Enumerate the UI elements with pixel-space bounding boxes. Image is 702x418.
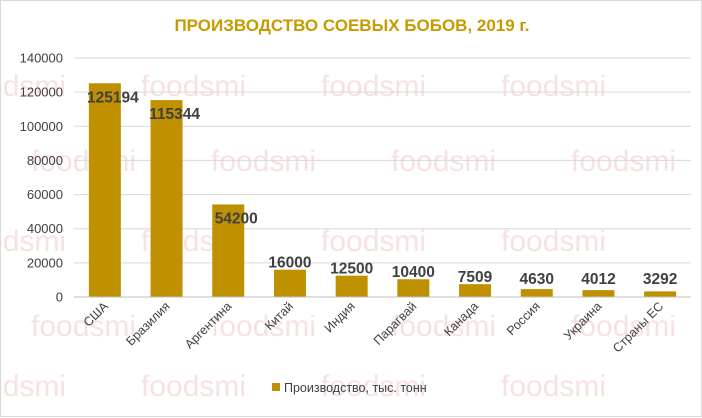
watermark-text: foodsmi — [31, 310, 136, 343]
data-label: 125194 — [87, 89, 139, 106]
watermark-text: foodsmi — [141, 70, 246, 103]
bar — [582, 290, 615, 297]
watermark-text: foodsmi — [1, 70, 66, 103]
watermark-text: foodsmi — [501, 70, 606, 103]
y-tick-label: 80000 — [27, 153, 63, 168]
bar — [520, 289, 553, 297]
y-axis-ticks: 0 20000 40000 60000 80000 100000 120000 140000 — [20, 51, 63, 305]
bar — [459, 284, 492, 297]
bars — [88, 83, 677, 298]
data-label: 10400 — [392, 264, 435, 281]
bar — [212, 204, 245, 297]
bar — [88, 83, 121, 297]
y-tick-label: 140000 — [20, 51, 63, 66]
watermark-text: foodsmi — [141, 370, 246, 403]
watermark-text: foodsmi — [211, 145, 316, 178]
y-tick-label: 40000 — [27, 221, 63, 236]
x-axis-categories: США Бразилия Аргентина Китай Индия Парагвай Ка… — [81, 299, 667, 356]
x-category-label: Индия — [322, 299, 358, 335]
bar — [150, 100, 183, 298]
legend: Производство, тыс. тонн — [272, 381, 427, 395]
watermark-text: foodsmi — [1, 370, 66, 403]
data-label: 54200 — [215, 210, 258, 227]
watermark-text: foodsmi — [501, 370, 606, 403]
chart-title: ПРОИЗВОДСТВО СОЕВЫХ БОБОВ, 2019 г. — [174, 16, 529, 35]
bar — [335, 275, 368, 297]
data-label: 4630 — [520, 271, 554, 288]
bar — [644, 291, 677, 297]
bar — [397, 279, 430, 297]
y-tick-label: 20000 — [27, 255, 63, 270]
data-label: 16000 — [268, 255, 311, 272]
y-tick-label: 60000 — [27, 187, 63, 202]
y-tick-label: 0 — [56, 290, 63, 305]
watermark-text: foodsmi — [1, 225, 66, 258]
watermark-text: foodsmi — [211, 310, 316, 343]
y-tick-label: 120000 — [20, 85, 63, 100]
watermark-text: foodsmi — [391, 145, 496, 178]
watermark-text: foodsmi — [321, 370, 426, 403]
watermark: foodsmifoodsmifoodsmifoodsmifoodsmifoods… — [1, 70, 676, 403]
bar — [273, 269, 306, 297]
y-tick-label: 100000 — [20, 119, 63, 134]
legend-swatch — [272, 383, 280, 391]
watermark-text: foodsmi — [501, 225, 606, 258]
data-label: 12500 — [330, 261, 373, 278]
legend-label: Производство, тыс. тонн — [284, 381, 427, 395]
watermark-text: foodsmi — [321, 70, 426, 103]
watermark-text: foodsmi — [391, 310, 496, 343]
data-label: 3292 — [643, 271, 677, 288]
data-labels: 125194 115344 54200 16000 12500 10400 7509 4630… — [87, 89, 677, 288]
watermark-text: foodsmi — [321, 225, 426, 258]
data-label: 4012 — [581, 271, 615, 288]
watermark-text: foodsmi — [571, 310, 676, 343]
watermark-text: foodsmi — [571, 145, 676, 178]
x-category-label: Россия — [504, 299, 543, 338]
data-label: 7509 — [458, 269, 493, 286]
data-label: 115344 — [149, 106, 200, 123]
